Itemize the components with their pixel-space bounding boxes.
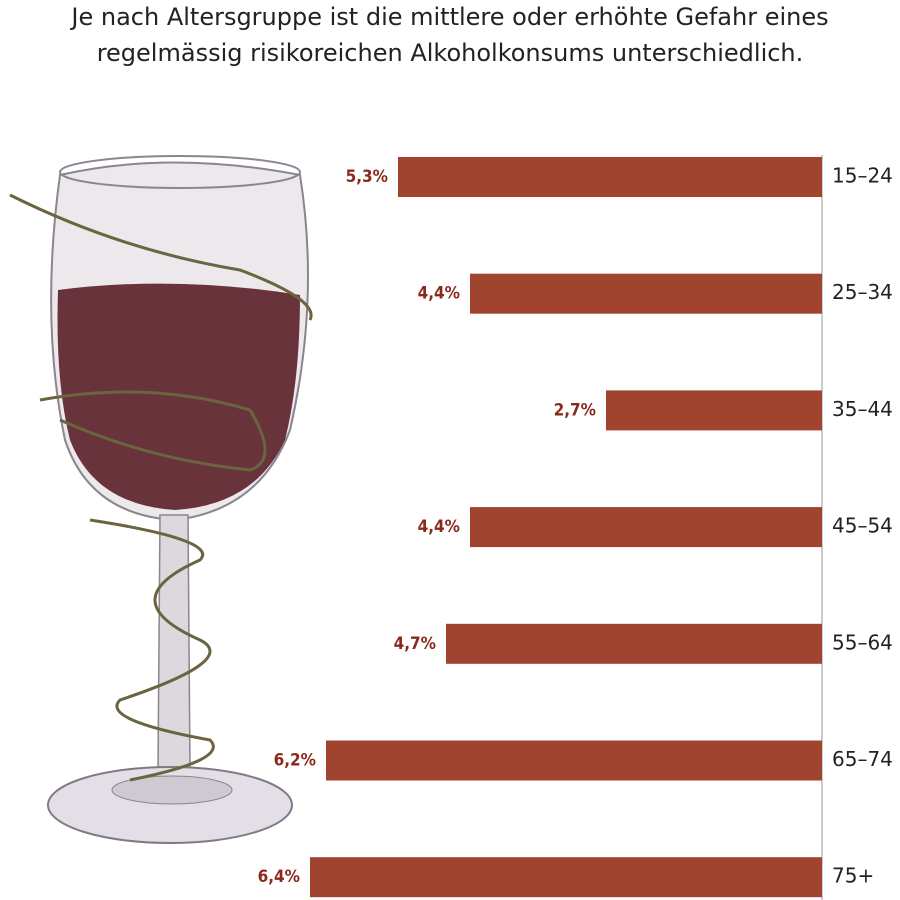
category-label: 35–44 [832, 397, 893, 421]
category-label: 45–54 [832, 514, 893, 538]
chart-title: Je nach Altersgruppe ist die mittlere od… [69, 3, 828, 31]
bar [606, 390, 822, 431]
value-label: 4,4% [418, 284, 460, 304]
value-label: 6,4% [258, 867, 300, 887]
value-label: 4,4% [418, 517, 460, 537]
category-label: 75+ [832, 864, 874, 888]
category-label: 55–64 [832, 630, 893, 654]
bar [398, 157, 822, 197]
bar [446, 623, 822, 664]
value-label: 2,7% [554, 400, 596, 420]
category-label: 65–74 [832, 747, 893, 771]
category-label: 15–24 [832, 164, 893, 188]
bar [470, 507, 822, 548]
category-label: 25–34 [832, 280, 893, 304]
value-label: 5,3% [346, 167, 388, 187]
wine-glass-illustration [9, 155, 313, 844]
bar [470, 273, 822, 314]
bar [310, 857, 822, 898]
value-label: 4,7% [394, 634, 436, 654]
bar [326, 740, 822, 781]
chart-title: regelmässig risikoreichen Alkoholkonsums… [97, 39, 804, 67]
value-label: 6,2% [274, 751, 316, 771]
